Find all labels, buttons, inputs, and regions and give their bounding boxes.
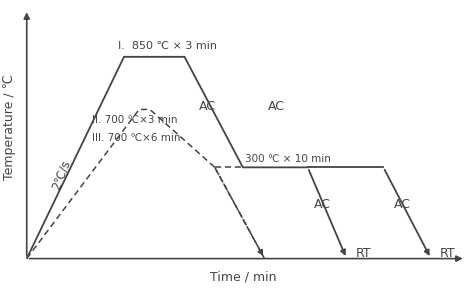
Text: AC: AC: [394, 198, 411, 211]
Text: III. 700 ℃×6 min: III. 700 ℃×6 min: [91, 133, 180, 143]
Text: RT: RT: [439, 247, 455, 260]
Text: AC: AC: [268, 100, 285, 113]
Text: AC: AC: [199, 100, 216, 113]
Text: I.  850 ℃ × 3 min: I. 850 ℃ × 3 min: [118, 41, 217, 51]
Text: II. 700 ℃×3 min: II. 700 ℃×3 min: [91, 115, 177, 125]
Text: AC: AC: [314, 198, 331, 211]
Text: 300 ℃ × 10 min: 300 ℃ × 10 min: [245, 154, 331, 164]
Text: Time / min: Time / min: [210, 271, 276, 284]
Text: 2℃/s: 2℃/s: [50, 158, 73, 191]
Text: Temperature / ℃: Temperature / ℃: [3, 74, 16, 180]
Text: RT: RT: [356, 247, 371, 260]
